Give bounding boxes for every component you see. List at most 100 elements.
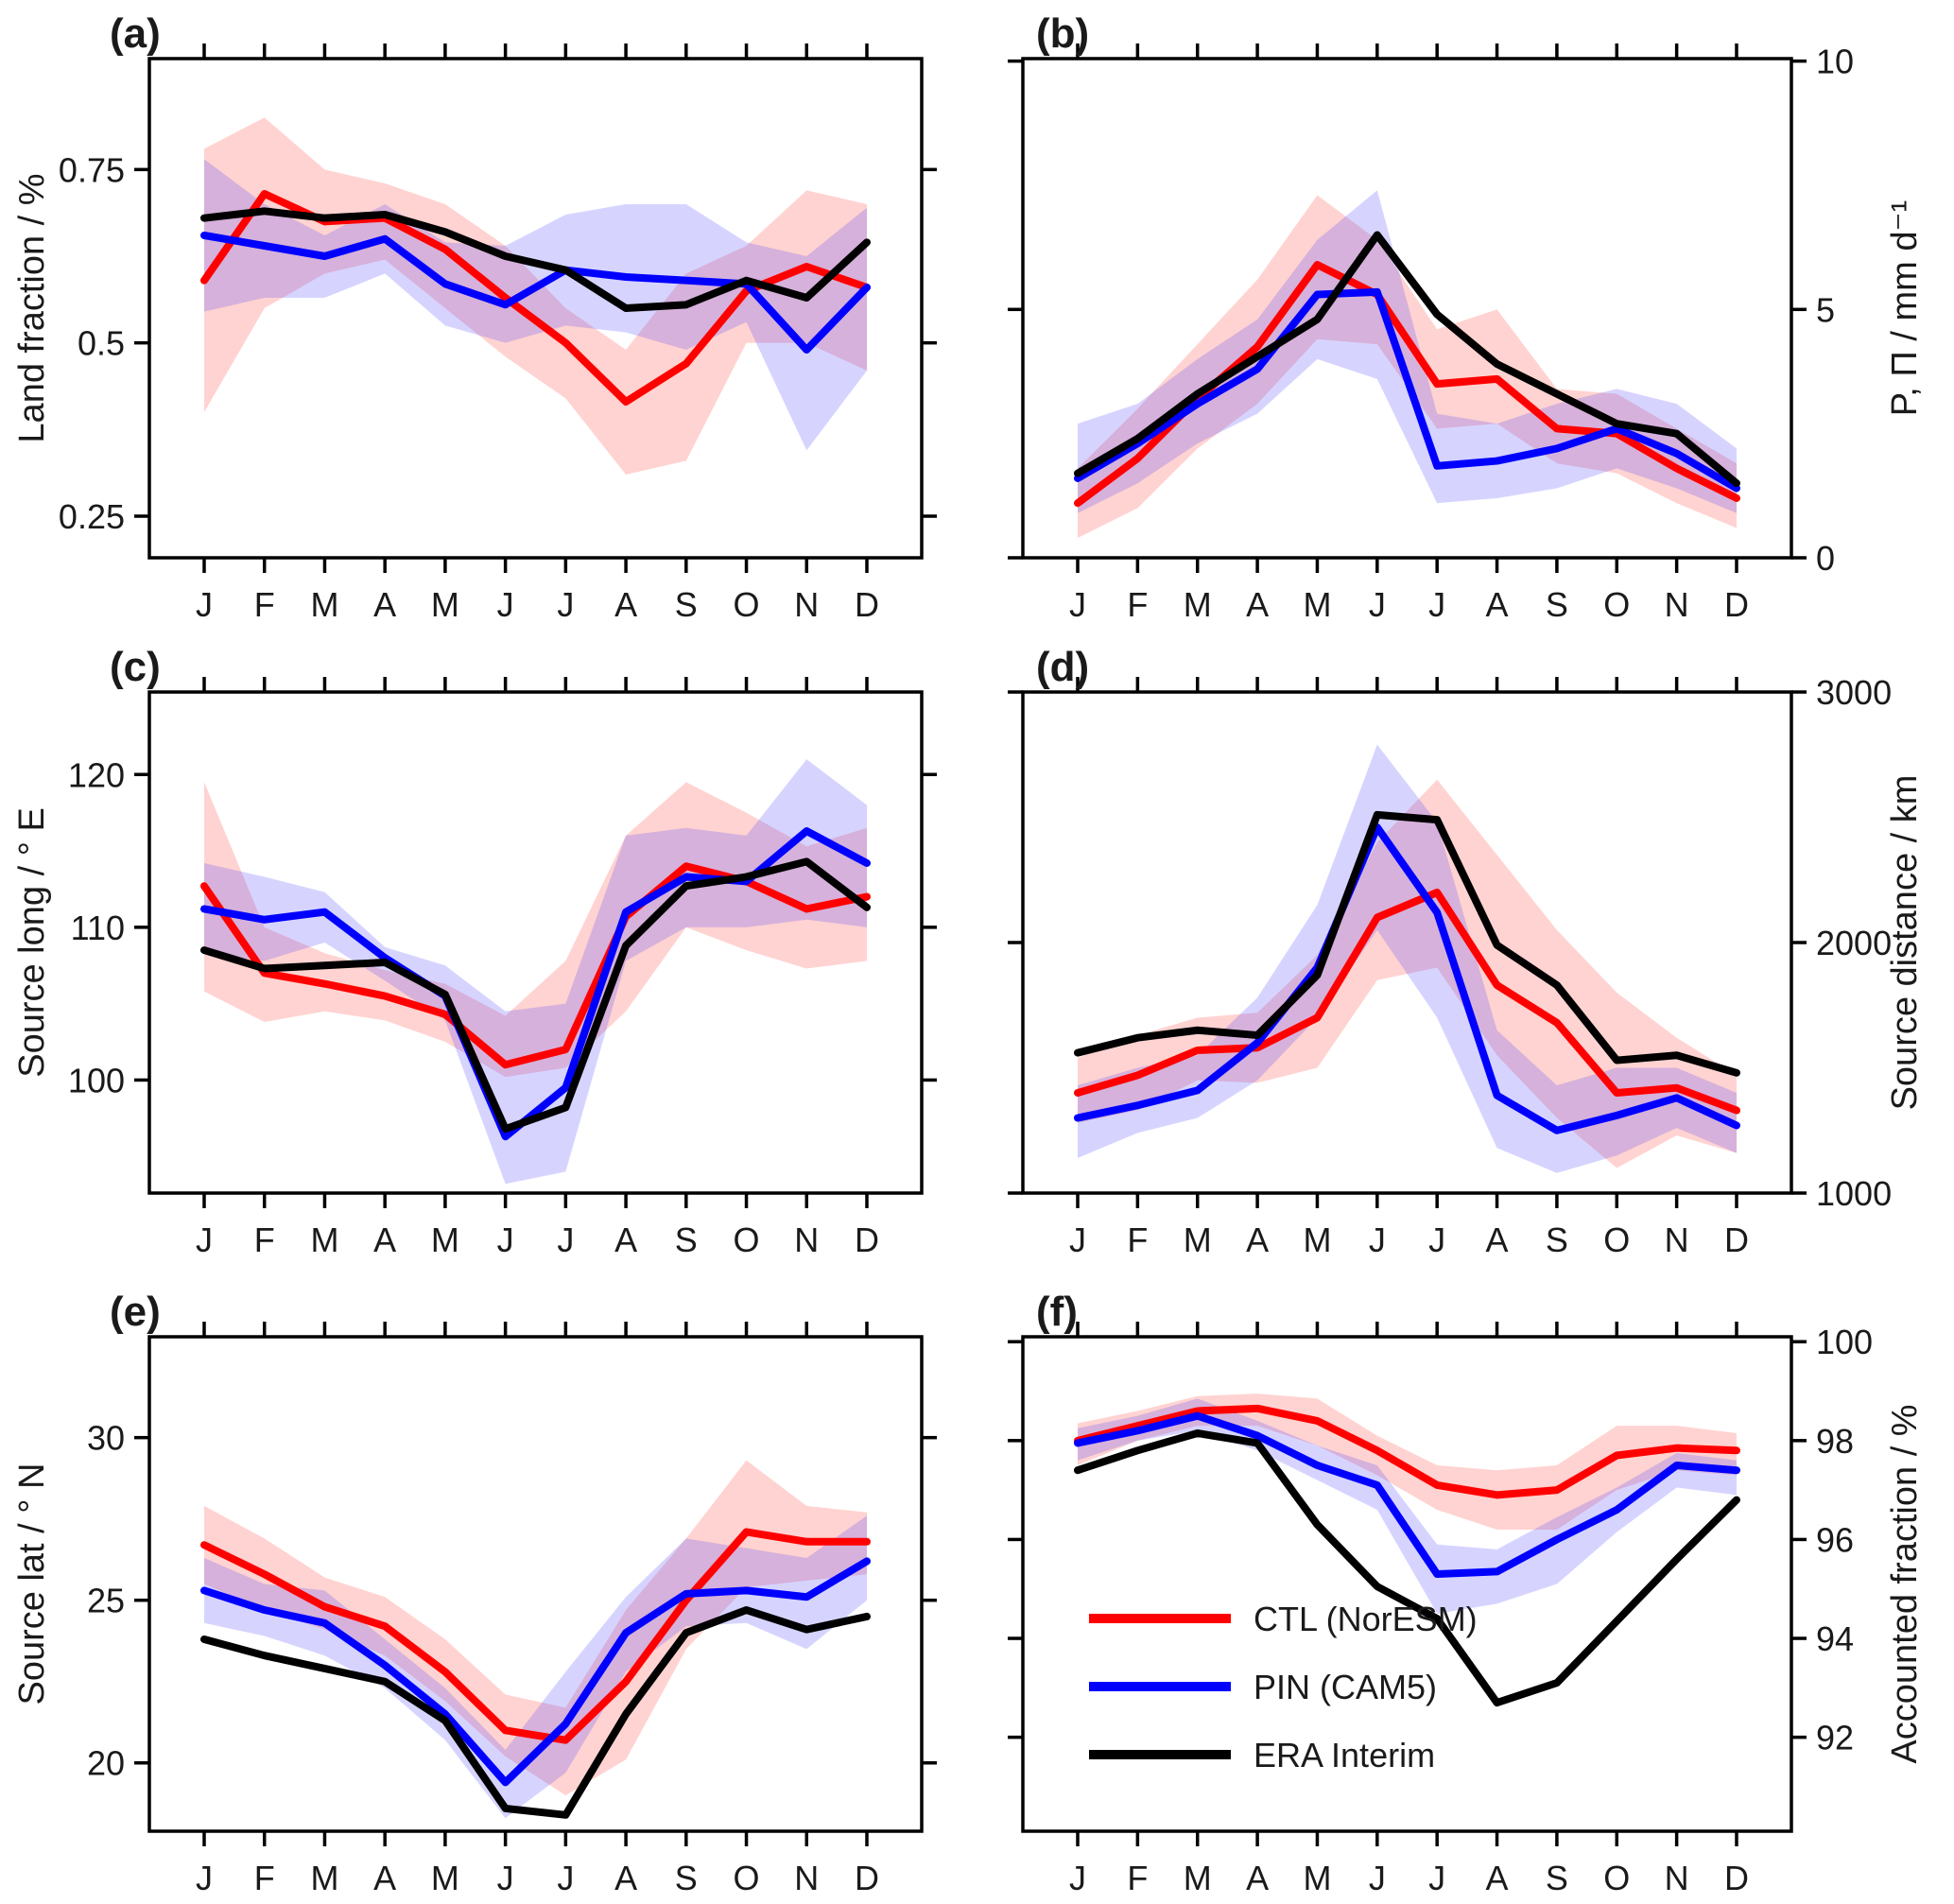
pin-uncertainty-band <box>1078 744 1737 1173</box>
plot-area <box>200 117 871 475</box>
era-line <box>200 207 871 312</box>
month-tick-label: M <box>431 1859 459 1897</box>
axes-frame <box>147 1335 924 1833</box>
y-tick-label: 3000 <box>1816 673 1892 712</box>
month-tick-label: J <box>1069 1859 1086 1897</box>
ctl-line <box>1074 1404 1740 1499</box>
y-tick-label: 0.75 <box>59 150 125 189</box>
month-tick-label: J <box>1428 585 1445 624</box>
month-tick-label: M <box>1303 585 1331 624</box>
panel-letter-label: (d) <box>1036 644 1089 690</box>
y-tick-label: 20 <box>87 1744 125 1783</box>
month-tick-label: M <box>1303 1220 1331 1259</box>
month-tick-label: F <box>254 1859 275 1897</box>
y-axis-title: Accounted fraction / % <box>1885 1404 1925 1763</box>
axes-frame <box>147 690 924 1195</box>
month-tick-label: O <box>734 1859 760 1897</box>
month-tick-label: S <box>1546 1220 1568 1259</box>
pin-uncertainty-band <box>204 759 867 1185</box>
month-tick-label: D <box>855 1220 879 1259</box>
panel-letter-label: (c) <box>110 644 161 690</box>
month-tick-label: J <box>1069 1220 1086 1259</box>
y-tick-label: 92 <box>1816 1719 1854 1757</box>
month-tick-label: J <box>557 1220 574 1259</box>
axes-frame <box>147 57 924 560</box>
y-tick-label: 0.5 <box>78 324 125 363</box>
ctl-line <box>1074 889 1740 1115</box>
ctl-line <box>200 862 871 1069</box>
month-tick-label: M <box>431 585 459 624</box>
month-tick-label: N <box>1665 1859 1689 1897</box>
axes-frame <box>1021 1335 1793 1833</box>
y-tick-label: 5 <box>1816 290 1835 329</box>
ctl-uncertainty-band <box>204 117 867 475</box>
month-tick-label: J <box>196 585 213 624</box>
month-tick-label: A <box>373 1220 396 1259</box>
month-tick-label: A <box>373 585 396 624</box>
pin-line <box>200 232 871 354</box>
month-tick-label: M <box>310 1220 338 1259</box>
month-tick-label: J <box>196 1859 213 1897</box>
month-tick-label: F <box>1127 1859 1148 1897</box>
month-tick-label: O <box>734 1220 760 1259</box>
month-tick-label: F <box>1127 1220 1148 1259</box>
y-tick-label: 110 <box>71 909 125 947</box>
y-tick-label: 120 <box>68 755 125 794</box>
era-line <box>1074 231 1740 488</box>
month-tick-label: N <box>1665 1220 1689 1259</box>
ctl-uncertainty-band <box>1078 1393 1737 1530</box>
month-tick-label: J <box>196 1220 213 1259</box>
panel-letter-label: (e) <box>110 1289 161 1335</box>
month-tick-label: M <box>1184 1220 1212 1259</box>
plot-area <box>1074 190 1740 538</box>
y-tick-label: 100 <box>68 1061 125 1099</box>
month-tick-label: O <box>1603 1859 1630 1897</box>
y-axis-title: Source lat / ° N <box>12 1463 52 1705</box>
y-axis-title: Source distance / km <box>1885 775 1925 1111</box>
plot-area <box>1074 744 1740 1173</box>
y-axis-title: P, Π / mm d⁻¹ <box>1885 200 1925 416</box>
month-tick-label: J <box>497 1220 514 1259</box>
pin-line <box>200 1557 871 1787</box>
era-line <box>200 1606 871 1819</box>
month-tick-label: J <box>1369 1859 1386 1897</box>
era-line <box>200 857 871 1134</box>
month-tick-label: J <box>557 585 574 624</box>
y-axis-title: Source long / ° E <box>12 807 52 1078</box>
y-tick-label: 2000 <box>1816 924 1892 962</box>
pin-uncertainty-band <box>204 159 867 451</box>
month-tick-label: A <box>1486 585 1509 624</box>
month-tick-label: S <box>675 1859 698 1897</box>
era-line <box>1074 810 1740 1077</box>
y-tick-label: 98 <box>1816 1422 1854 1461</box>
ctl-uncertainty-band <box>204 1460 867 1796</box>
month-tick-label: J <box>1369 1220 1386 1259</box>
y-axis-title: Land fraction / % <box>12 173 52 442</box>
month-tick-label: M <box>1184 1859 1212 1897</box>
y-tick-label: 25 <box>87 1582 125 1620</box>
y-tick-label: 94 <box>1816 1619 1854 1658</box>
month-tick-label: S <box>1546 1859 1568 1897</box>
month-tick-label: J <box>1428 1859 1445 1897</box>
month-tick-label: O <box>1603 585 1630 624</box>
month-tick-label: J <box>497 585 514 624</box>
plot-area <box>200 1460 871 1819</box>
month-tick-label: A <box>1246 585 1269 624</box>
month-tick-label: A <box>614 1220 637 1259</box>
month-tick-label: J <box>1069 585 1086 624</box>
era-legend-label: ERA Interim <box>1254 1736 1435 1774</box>
ctl-legend-label: CTL (NorESM) <box>1254 1600 1478 1638</box>
y-tick-label: 30 <box>87 1419 125 1458</box>
month-tick-label: J <box>1428 1220 1445 1259</box>
month-tick-label: A <box>373 1859 396 1897</box>
month-tick-label: M <box>1184 585 1212 624</box>
month-tick-label: D <box>1724 1859 1749 1897</box>
plot-area <box>200 759 871 1185</box>
month-tick-label: F <box>1127 585 1148 624</box>
pin-legend-label: PIN (CAM5) <box>1254 1668 1437 1706</box>
month-tick-label: A <box>1246 1220 1269 1259</box>
month-tick-label: J <box>1369 585 1386 624</box>
